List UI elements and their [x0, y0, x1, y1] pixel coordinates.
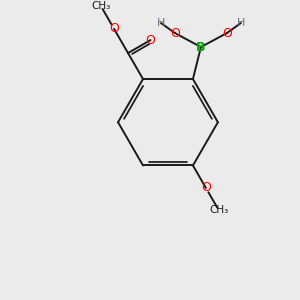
Text: CH₃: CH₃ — [92, 2, 111, 11]
Text: H: H — [157, 18, 165, 28]
Text: O: O — [109, 22, 119, 35]
Text: O: O — [201, 182, 211, 194]
Text: B: B — [196, 40, 206, 54]
Text: H: H — [237, 18, 245, 28]
Text: CH₃: CH₃ — [209, 206, 229, 215]
Text: O: O — [222, 27, 232, 40]
Text: O: O — [170, 27, 180, 40]
Text: O: O — [146, 34, 155, 46]
